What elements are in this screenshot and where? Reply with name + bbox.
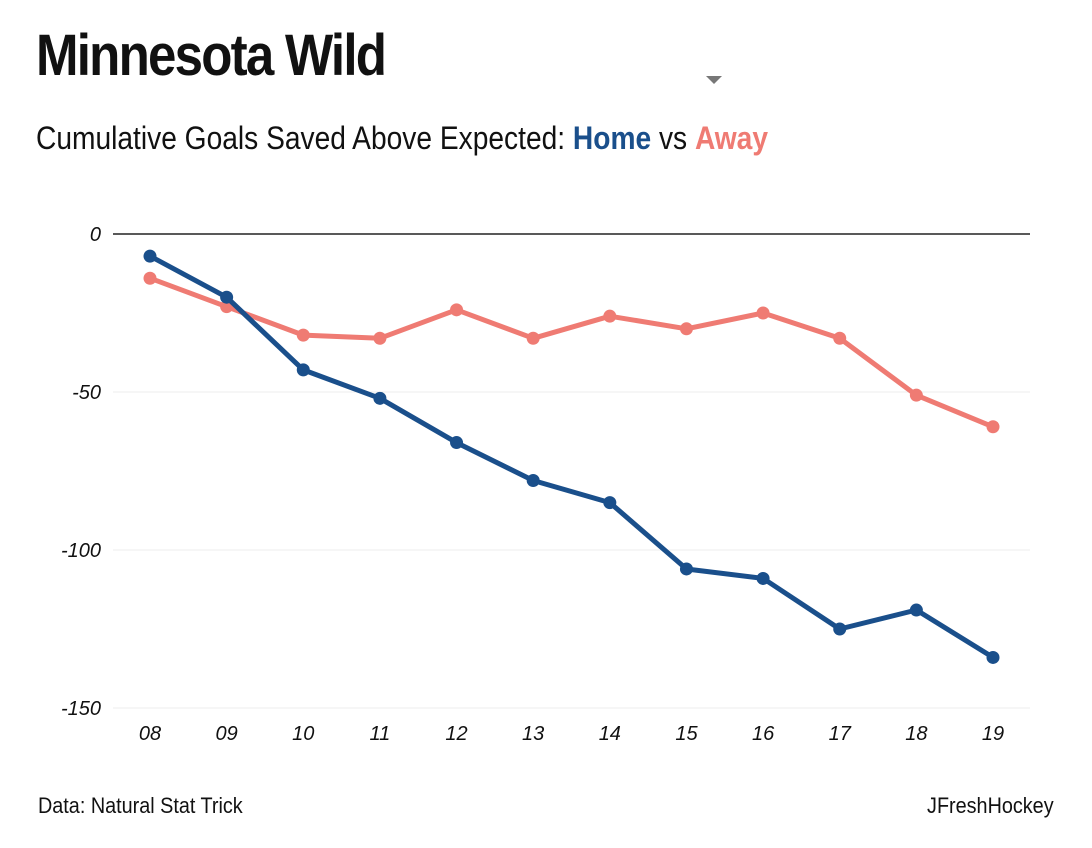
x-tick-label: 18 <box>905 723 927 745</box>
x-tick-label: 10 <box>292 723 314 745</box>
point-away-14[interactable] <box>603 309 617 323</box>
point-away-08[interactable] <box>143 271 157 285</box>
subtitle-vs: vs <box>651 120 695 156</box>
x-tick-label: 12 <box>445 723 467 745</box>
x-tick-label: 11 <box>370 723 391 745</box>
point-away-18[interactable] <box>909 388 923 402</box>
x-tick-label: 16 <box>752 723 775 745</box>
subtitle-prefix: Cumulative Goals Saved Above Expected: <box>36 120 573 156</box>
point-home-11[interactable] <box>373 391 387 405</box>
legend-home: Home <box>572 120 652 156</box>
point-away-19[interactable] <box>986 420 1000 434</box>
chevron-down-icon[interactable] <box>706 76 722 84</box>
x-tick-label: 08 <box>139 723 161 745</box>
point-home-14[interactable] <box>603 496 617 510</box>
point-home-13[interactable] <box>526 473 540 487</box>
y-tick-label: 0 <box>90 224 101 246</box>
point-home-12[interactable] <box>450 436 464 450</box>
chart-subtitle: Cumulative Goals Saved Above Expected: H… <box>36 120 768 157</box>
x-tick-label: 19 <box>982 723 1004 745</box>
point-home-09[interactable] <box>220 290 234 304</box>
y-axis-labels: 0 -50 -100 -150 <box>61 224 101 720</box>
point-home-16[interactable] <box>756 571 770 585</box>
x-tick-label: 15 <box>675 723 698 745</box>
series-line-away <box>147 275 996 430</box>
y-tick-label: -50 <box>72 382 101 404</box>
point-home-19[interactable] <box>986 650 1000 664</box>
author-credit: JFreshHockey <box>927 793 1054 818</box>
x-axis-labels: 08 09 10 11 12 13 14 15 16 17 18 19 <box>139 723 1004 745</box>
series-away <box>143 271 1000 434</box>
point-home-18[interactable] <box>909 603 923 617</box>
point-home-08[interactable] <box>143 249 157 263</box>
point-home-10[interactable] <box>296 363 310 377</box>
y-tick-label: -100 <box>61 540 101 562</box>
series-home <box>143 249 1000 664</box>
y-tick-label: -150 <box>61 698 101 720</box>
x-tick-label: 17 <box>829 723 852 745</box>
point-away-15[interactable] <box>679 322 693 336</box>
point-home-17[interactable] <box>833 622 847 636</box>
point-away-16[interactable] <box>756 306 770 320</box>
point-away-10[interactable] <box>296 328 310 342</box>
chart-title: Minnesota Wild <box>36 23 387 88</box>
x-tick-label: 13 <box>522 723 544 745</box>
point-away-11[interactable] <box>373 331 387 345</box>
data-source: Data: Natural Stat Trick <box>38 793 243 818</box>
legend-away: Away <box>694 120 769 156</box>
x-tick-label: 09 <box>216 723 238 745</box>
point-home-15[interactable] <box>679 562 693 576</box>
x-tick-label: 14 <box>599 723 621 745</box>
series-layer <box>143 249 1000 664</box>
grid-layer <box>113 233 1030 709</box>
series-line-home <box>147 253 996 660</box>
point-away-17[interactable] <box>833 331 847 345</box>
point-away-13[interactable] <box>526 331 540 345</box>
point-away-12[interactable] <box>450 303 464 317</box>
